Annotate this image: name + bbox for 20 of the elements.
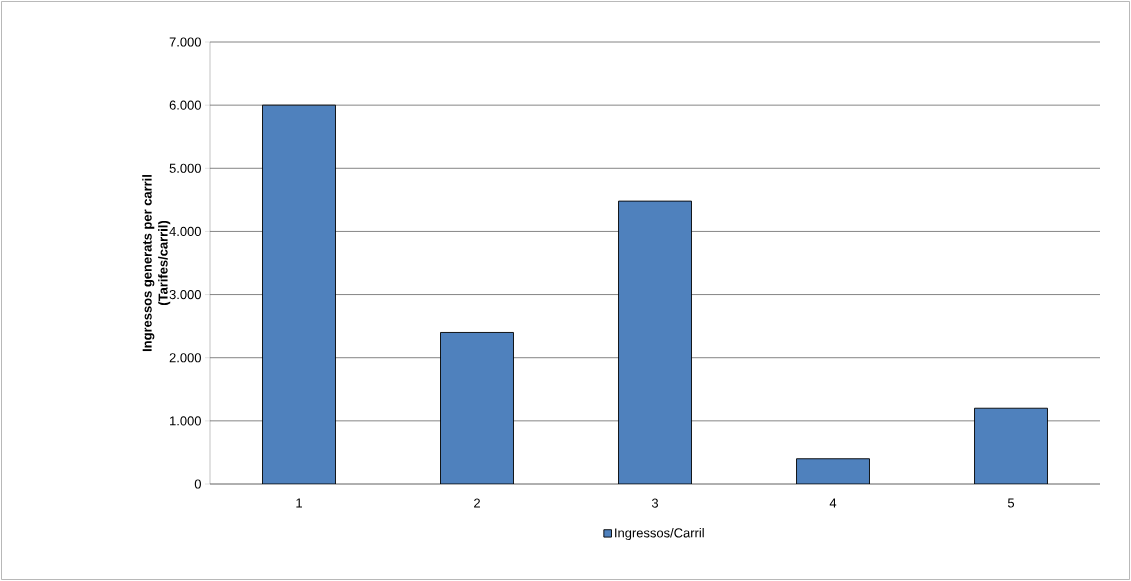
x-tick-label: 1 [296, 498, 302, 508]
y-tick-label: 6.000 [169, 100, 201, 110]
y-tick-label: 2.000 [169, 353, 201, 363]
bar [974, 407, 1048, 484]
y-tick-label: 5.000 [169, 163, 201, 173]
x-tick-label: 3 [651, 498, 659, 508]
x-tick-label: 4 [829, 498, 837, 508]
y-axis-title: Ingressos generats per carril (Tarifes/carril) [142, 175, 171, 352]
y-tick-label: 0 [194, 479, 201, 489]
x-tick-label: 2 [474, 498, 480, 508]
bar [440, 332, 514, 484]
bar [262, 104, 336, 484]
x-tick-label: 5 [1007, 498, 1015, 508]
bar [618, 200, 692, 484]
bar [796, 458, 870, 484]
y-tick-label: 7.000 [169, 37, 201, 47]
y-tick-label: 1.000 [170, 416, 201, 426]
y-tick-label: 3.000 [169, 289, 201, 300]
y-tick-label: 4.000 [169, 226, 201, 237]
legend-label: Ingressos/Carril [615, 527, 704, 541]
